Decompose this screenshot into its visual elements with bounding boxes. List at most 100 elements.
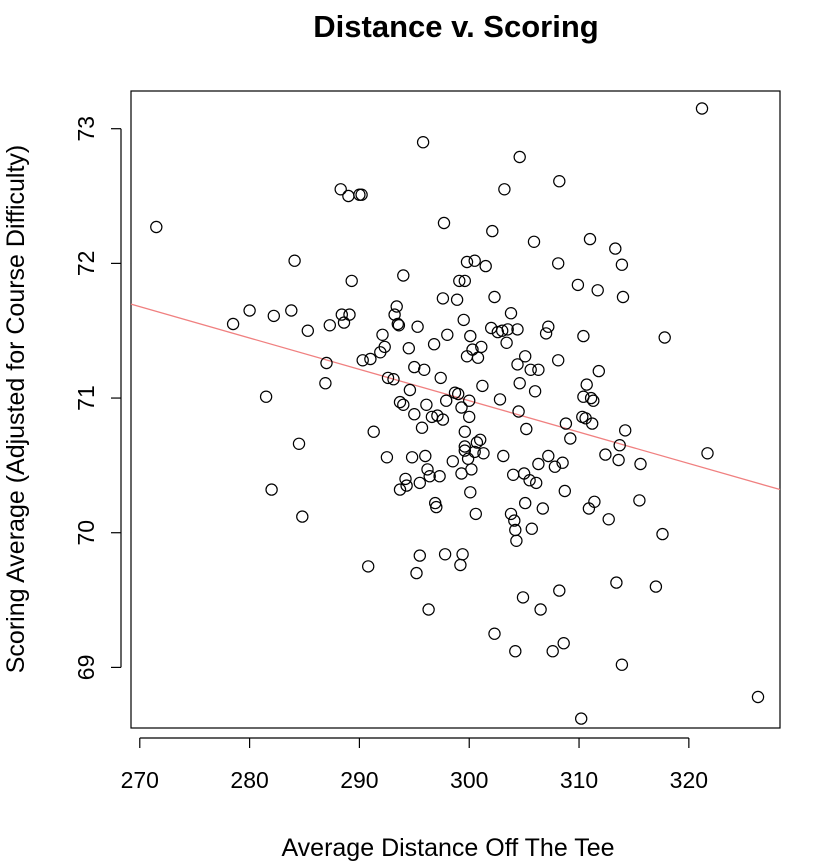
data-point — [288, 254, 301, 267]
data-point — [516, 591, 530, 604]
data-point — [380, 451, 394, 464]
data-point — [334, 183, 347, 196]
data-point — [464, 329, 477, 343]
data-point — [553, 584, 566, 597]
data-point — [458, 440, 471, 453]
data-point — [500, 336, 513, 349]
data-point — [285, 304, 298, 317]
data-point — [501, 323, 514, 336]
data-point — [497, 449, 510, 463]
data-point — [436, 413, 450, 426]
y-tick-label: 73 — [73, 116, 99, 142]
data-point — [292, 437, 306, 450]
data-point — [413, 476, 426, 490]
data-point — [558, 484, 572, 498]
data-point — [470, 436, 484, 449]
data-point — [420, 398, 433, 411]
data-point — [542, 320, 555, 333]
data-point — [552, 257, 565, 270]
data-point — [345, 274, 358, 288]
data-point — [455, 401, 468, 414]
data-point — [507, 468, 520, 481]
data-point — [463, 410, 476, 424]
data-point — [510, 534, 523, 548]
y-tick-label: 70 — [73, 520, 99, 546]
data-point — [421, 463, 434, 476]
data-point — [452, 387, 465, 401]
x-tick-label: 320 — [670, 767, 708, 793]
data-point — [591, 284, 604, 297]
data-point — [427, 338, 441, 351]
data-point — [616, 290, 630, 304]
data-point — [583, 232, 597, 246]
data-point — [511, 323, 524, 336]
x-tick-label: 300 — [450, 767, 488, 793]
data-point — [464, 486, 477, 499]
data-point — [615, 658, 629, 671]
data-point — [456, 548, 469, 561]
data-point — [610, 576, 623, 589]
data-point — [463, 394, 476, 407]
data-point — [613, 439, 626, 452]
data-point — [469, 507, 482, 521]
data-point — [381, 371, 395, 385]
data-point — [488, 290, 501, 304]
x-tick-label: 290 — [340, 767, 378, 793]
data-point — [453, 274, 466, 288]
data-point — [534, 603, 547, 616]
data-point — [536, 502, 550, 515]
data-point — [378, 340, 391, 354]
data-point — [471, 351, 485, 364]
data-point — [397, 269, 410, 282]
data-point — [405, 451, 419, 464]
data-point — [150, 220, 163, 234]
data-point — [532, 457, 545, 471]
data-point — [656, 527, 669, 541]
data-point — [751, 690, 765, 704]
data-point — [592, 364, 606, 378]
data-point — [504, 507, 518, 521]
data-point — [367, 425, 380, 438]
data-point — [320, 356, 333, 370]
data-point — [587, 394, 600, 407]
data-point — [335, 308, 348, 321]
data-point — [415, 421, 429, 434]
data-point — [513, 150, 526, 164]
data-point — [525, 522, 539, 535]
data-point — [633, 494, 646, 507]
data-point — [337, 316, 351, 329]
data-point — [701, 447, 714, 460]
plot-frame — [130, 90, 781, 729]
data-point — [362, 560, 375, 573]
data-point — [356, 354, 369, 367]
data-point — [584, 391, 598, 405]
data-point — [434, 371, 447, 385]
data-point — [557, 637, 570, 650]
data-point — [523, 474, 536, 487]
y-axis: 69 70 71 72 73 — [73, 116, 122, 680]
data-point — [548, 460, 562, 473]
data-point — [403, 383, 417, 397]
data-point — [476, 379, 489, 393]
data-point — [634, 457, 647, 471]
data-point — [400, 479, 413, 492]
data-point — [457, 313, 470, 327]
data-point — [226, 317, 240, 331]
data-point — [528, 385, 542, 398]
data-point — [532, 363, 545, 376]
data-point — [512, 405, 525, 418]
data-point — [556, 456, 569, 469]
data-point — [508, 514, 521, 527]
data-point — [504, 307, 518, 320]
data-point — [649, 580, 663, 593]
data-point — [496, 324, 509, 337]
data-point — [577, 329, 590, 343]
data-point — [524, 363, 537, 376]
data-point — [520, 422, 533, 436]
data-point — [418, 363, 431, 376]
data-point — [410, 566, 423, 580]
data-point — [599, 448, 612, 461]
data-point — [477, 447, 490, 460]
data-point — [388, 308, 401, 321]
